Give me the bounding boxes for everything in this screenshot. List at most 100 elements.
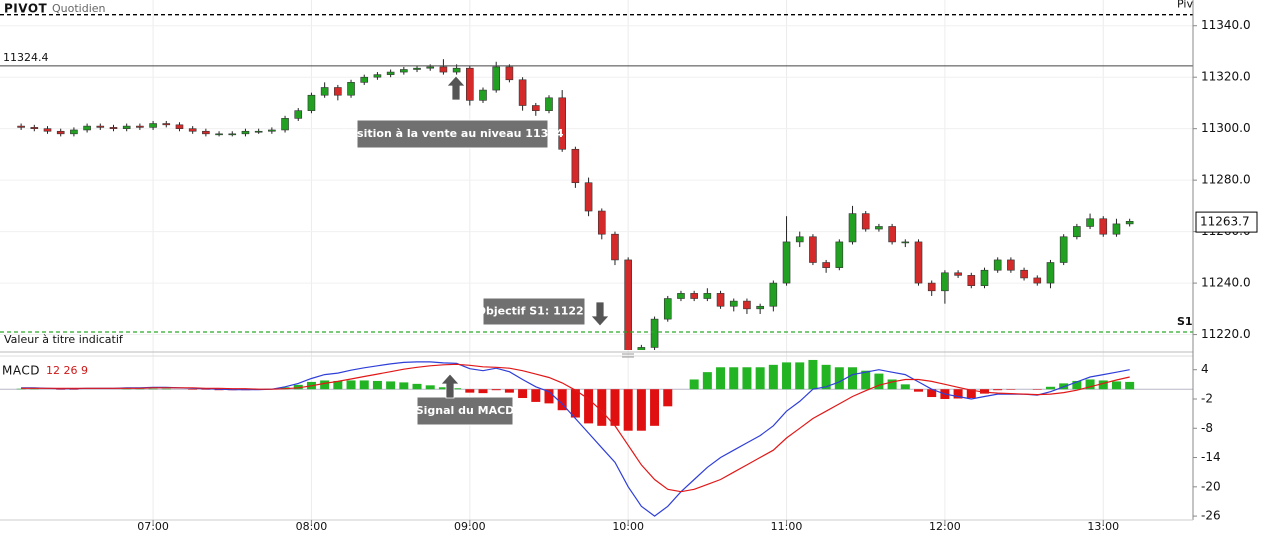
histogram-bar [597, 389, 607, 426]
candle-body [254, 130, 263, 133]
histogram-bar [914, 389, 924, 392]
x-tick-label: 13:00 [1087, 520, 1119, 533]
candle-body [848, 213, 857, 243]
y-tick-label: 11340.0 [1201, 18, 1251, 32]
histogram-bar [821, 364, 831, 390]
candle-body [795, 236, 804, 243]
y-tick-label: 4 [1201, 362, 1209, 376]
candle-body [756, 305, 764, 310]
histogram-bar [570, 389, 580, 418]
histogram-bar [1125, 381, 1135, 390]
candle-body [413, 67, 421, 70]
histogram-bar [874, 373, 884, 390]
candle-body [703, 293, 712, 299]
histogram-bar [689, 379, 699, 390]
histogram-bar [372, 380, 382, 390]
annotation-arrow [590, 301, 610, 327]
candle-body [400, 69, 408, 73]
y-tick-label: -20 [1201, 479, 1221, 493]
candle-body [149, 123, 157, 128]
candle-body [479, 89, 487, 101]
histogram-bar [900, 384, 910, 390]
histogram-bar [610, 389, 620, 426]
candle-body [109, 127, 118, 129]
y-tick-label: 11220.0 [1201, 327, 1251, 341]
candle-body [1086, 218, 1094, 227]
histogram-bar [650, 389, 660, 426]
candle-body [281, 118, 289, 131]
level-label: Piv [1177, 0, 1193, 11]
annotation-box [416, 396, 514, 426]
annotation-box [482, 297, 586, 326]
y-tick-label: -8 [1201, 421, 1213, 435]
histogram-bar [412, 383, 422, 390]
histogram-bar [702, 372, 712, 390]
histogram-bar [887, 379, 897, 390]
candle-body [637, 347, 646, 350]
candle-body [347, 82, 355, 96]
histogram-bar [544, 389, 554, 404]
histogram-bar [795, 362, 805, 390]
candle-body [492, 66, 501, 91]
candle-body [954, 272, 962, 276]
x-tick-label: 07:00 [137, 520, 169, 533]
candle-body [43, 128, 52, 132]
y-tick-label: 11240.0 [1201, 276, 1251, 290]
histogram-bar [452, 388, 462, 390]
histogram-bar [478, 389, 488, 394]
histogram-bar [359, 380, 369, 390]
histogram-bar [993, 389, 1003, 391]
candle-body [769, 282, 778, 307]
candle-body [927, 282, 936, 292]
histogram-bar [966, 389, 976, 399]
candle-body [663, 298, 672, 320]
candle-body [650, 318, 659, 348]
candle-body [175, 124, 184, 129]
candle-body [571, 148, 580, 184]
level-label: S1 [1177, 315, 1193, 328]
candle-body [268, 129, 276, 132]
histogram-bar [1111, 381, 1121, 390]
histogram-bar [782, 362, 792, 390]
candle-body [531, 105, 540, 111]
histogram-bar [729, 367, 739, 390]
candle-body [782, 241, 791, 284]
histogram-bar [636, 389, 646, 431]
x-tick-label: 08:00 [296, 520, 328, 533]
histogram-bar [1098, 380, 1108, 390]
candle-body [1099, 218, 1108, 235]
annotation-text: Objectif S1: 11221 [477, 305, 592, 318]
histogram-bar [808, 359, 818, 390]
candle-body [452, 67, 461, 73]
candle-body [1033, 277, 1042, 284]
candle-body [1007, 259, 1015, 271]
histogram-bar [755, 367, 765, 390]
candle-body [1020, 269, 1028, 279]
candle-body [83, 125, 91, 131]
macd-title: MACD [2, 364, 40, 378]
candle-body [967, 275, 976, 286]
histogram-bar [927, 389, 937, 398]
histogram-bar [504, 389, 514, 393]
candle-body [136, 125, 144, 128]
candle-body [518, 79, 527, 106]
histogram-bar [531, 389, 541, 402]
histogram-bar [438, 387, 448, 390]
histogram-bar [768, 364, 778, 390]
candle-body [584, 182, 593, 212]
candle-body [941, 272, 949, 292]
histogram-bar [953, 389, 963, 399]
candle-body [17, 125, 25, 128]
candle-body [294, 110, 303, 119]
candle-body [861, 213, 870, 230]
histogram-bar [1085, 379, 1095, 390]
candle-body [360, 76, 369, 83]
histogram-bar [623, 389, 633, 431]
annotation-box [356, 119, 549, 149]
histogram-bar [386, 381, 396, 390]
candle-body [716, 293, 725, 307]
candle-body [875, 226, 883, 230]
candle-body [1046, 262, 1055, 284]
annotation-arrow [440, 373, 460, 399]
candle-body [743, 300, 751, 310]
